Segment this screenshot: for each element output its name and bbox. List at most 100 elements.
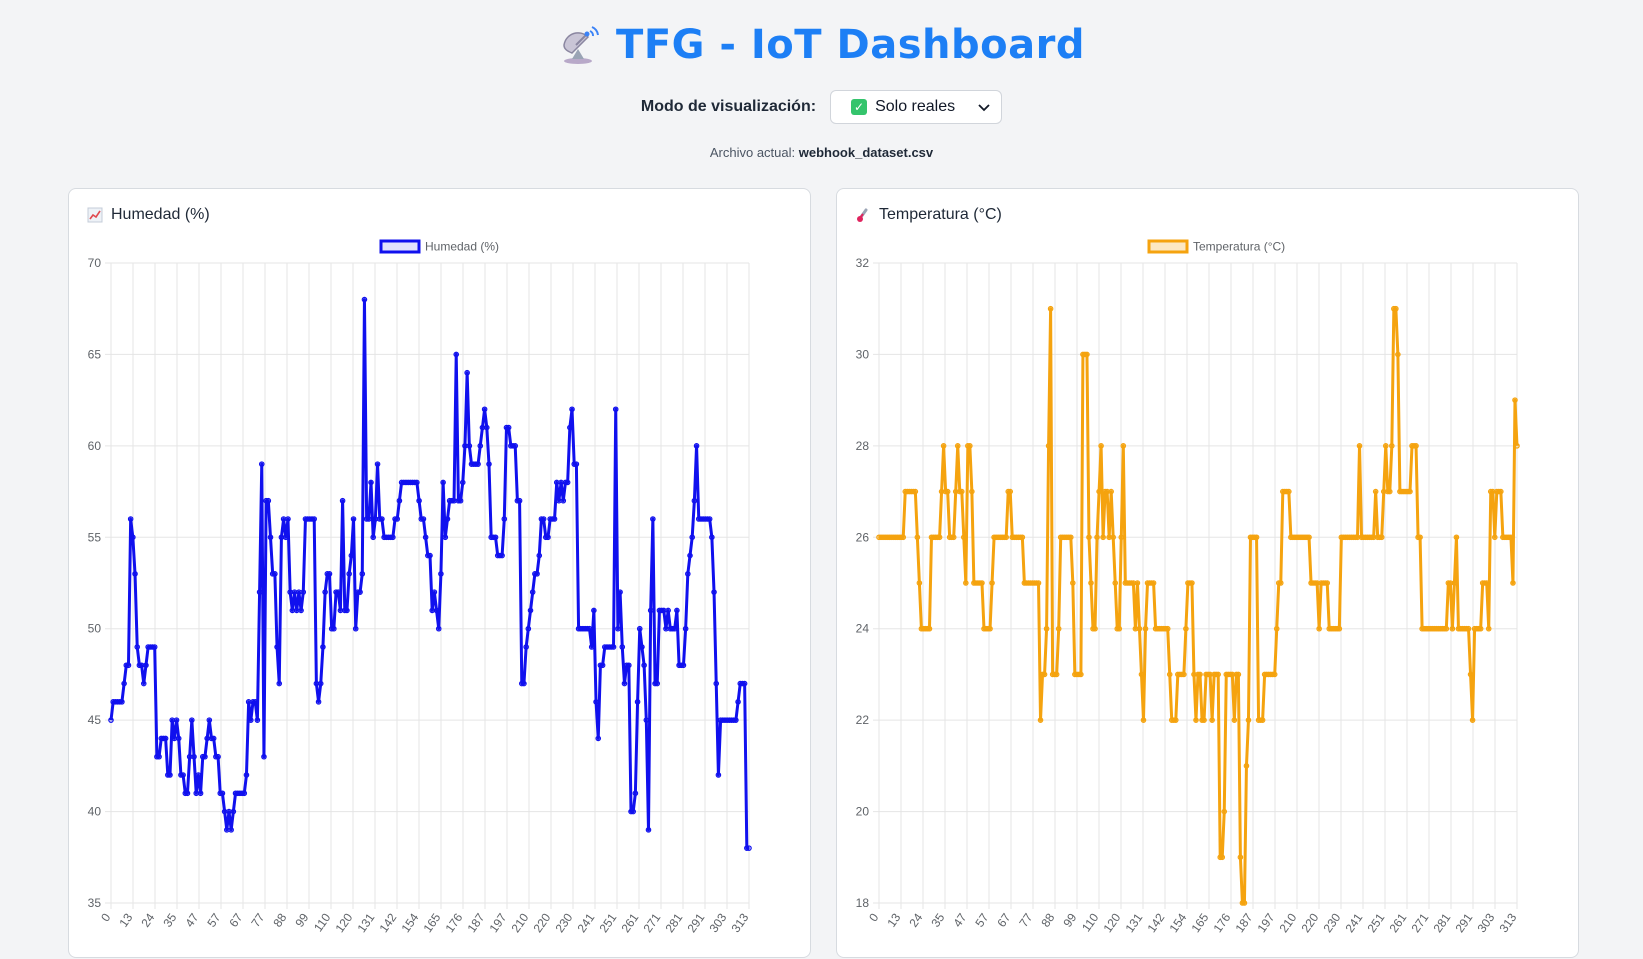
humidity-data-point xyxy=(221,808,228,815)
humidity-data-point xyxy=(108,717,114,723)
humidity-data-point xyxy=(359,571,366,577)
current-file-name: webhook_dataset.csv xyxy=(798,145,934,160)
temperature-data-point xyxy=(1271,671,1278,678)
humidity-card: Humedad (%) 35 40 45 50 55 60 65 70 0 13 24 35 47 57 6… xyxy=(68,188,811,958)
temperature-data-point xyxy=(1092,625,1098,632)
humidity-data-point xyxy=(634,699,641,705)
humidity-data-point xyxy=(140,680,147,687)
temperature-data-point xyxy=(1053,671,1060,678)
view-mode-label: Modo de visualización: xyxy=(640,98,817,115)
humidity-data-point xyxy=(317,680,324,687)
temperature-data-point xyxy=(1449,625,1456,632)
temperature-data-point xyxy=(1393,305,1399,312)
humidity-x-tick-label: 187 xyxy=(464,910,487,935)
humidity-x-tick-label: 154 xyxy=(398,910,421,935)
humidity-data-point xyxy=(612,406,619,413)
humidity-data-point xyxy=(171,735,178,742)
humidity-data-point xyxy=(256,589,263,595)
page-title: TFG - IoT Dashboard xyxy=(616,22,1085,68)
humidity-data-point xyxy=(138,662,145,669)
temperature-data-point xyxy=(900,534,907,541)
humidity-data-point xyxy=(643,717,650,723)
temperature-data-point xyxy=(936,534,943,541)
humidity-data-point xyxy=(545,534,551,541)
current-file: Archivo actual: webhook_dataset.csv xyxy=(0,145,1643,160)
humidity-x-tick-label: 230 xyxy=(552,910,575,935)
temperature-data-point xyxy=(1068,534,1074,541)
humidity-data-point xyxy=(564,479,571,486)
humidity-y-tick-label: 55 xyxy=(88,530,102,544)
temperature-card-title: Temperatura (°C) xyxy=(855,206,1002,224)
temperature-data-point xyxy=(1197,671,1203,678)
temperature-data-point xyxy=(1110,534,1117,541)
humidity-series-line xyxy=(109,298,749,850)
temperature-data-point xyxy=(1098,443,1104,449)
humidity-data-point xyxy=(475,461,481,467)
temperature-data-point xyxy=(1096,488,1102,495)
view-mode-select[interactable]: ✓ Solo reales xyxy=(830,90,1003,124)
humidity-x-tick-label: 35 xyxy=(160,910,179,929)
humidity-data-point xyxy=(534,571,540,577)
title-row: TFG - IoT Dashboard xyxy=(0,10,1643,80)
humidity-data-point xyxy=(368,479,374,486)
humidity-data-point xyxy=(479,424,486,431)
humidity-data-point xyxy=(593,699,599,705)
humidity-data-point xyxy=(278,534,285,541)
humidity-data-point xyxy=(617,589,623,595)
temperature-data-point xyxy=(1451,580,1458,586)
temperature-x-tick-label: 187 xyxy=(1232,910,1255,935)
temperature-x-tick-label: 142 xyxy=(1144,910,1167,935)
humidity-data-point xyxy=(560,497,567,504)
temperature-x-tick-label: 99 xyxy=(1060,910,1079,929)
humidity-data-point xyxy=(444,516,451,522)
temperature-data-point xyxy=(1120,443,1127,449)
humidity-data-point xyxy=(280,516,287,522)
temperature-legend-swatch xyxy=(1147,239,1189,254)
humidity-data-point xyxy=(595,735,602,742)
humidity-y-tick-label: 40 xyxy=(88,805,102,819)
temperature-data-point xyxy=(1172,717,1179,723)
temperature-data-point xyxy=(1183,625,1189,632)
humidity-data-point xyxy=(573,461,580,467)
humidity-x-tick-label: 0 xyxy=(98,910,113,924)
temperature-data-point xyxy=(1395,351,1401,358)
temperature-data-point xyxy=(1136,625,1143,632)
humidity-data-point xyxy=(501,516,508,522)
temperature-data-point xyxy=(1070,580,1076,586)
temperature-data-point xyxy=(961,534,967,541)
humidity-data-point xyxy=(374,461,381,467)
temperature-data-point xyxy=(1094,534,1100,541)
temperature-legend: Temperatura (°C) xyxy=(1147,239,1285,254)
temperature-data-point xyxy=(1243,763,1250,769)
temperature-data-point xyxy=(1088,580,1094,586)
humidity-card-title: Humedad (%) xyxy=(87,206,210,224)
humidity-data-point xyxy=(486,461,492,467)
temperature-data-point xyxy=(1417,534,1423,541)
humidity-data-point xyxy=(313,680,320,687)
humidity-data-point xyxy=(693,443,700,449)
humidity-data-point xyxy=(499,552,505,559)
humidity-x-tick-label: 77 xyxy=(248,910,267,929)
humidity-data-point xyxy=(224,827,230,833)
humidity-x-tick-label: 110 xyxy=(311,910,334,934)
temperature-data-point xyxy=(954,443,961,449)
check-box-icon: ✓ xyxy=(851,99,868,115)
humidity-data-point xyxy=(195,772,202,778)
humidity-data-point xyxy=(370,534,376,541)
temperature-y-tick-label: 30 xyxy=(856,347,870,361)
humidity-data-point xyxy=(654,680,661,687)
humidity-data-point xyxy=(523,644,529,650)
humidity-data-point xyxy=(226,808,232,815)
humidity-data-point xyxy=(551,516,558,522)
humidity-data-point xyxy=(261,753,267,760)
humidity-data-point xyxy=(125,662,132,669)
humidity-data-point xyxy=(311,516,318,522)
temperature-data-point xyxy=(1086,534,1092,541)
temperature-data-point xyxy=(1221,808,1228,815)
temperature-points xyxy=(876,305,1520,906)
humidity-data-point xyxy=(674,607,680,614)
humidity-data-point xyxy=(685,571,691,577)
humidity-data-point xyxy=(132,571,138,577)
